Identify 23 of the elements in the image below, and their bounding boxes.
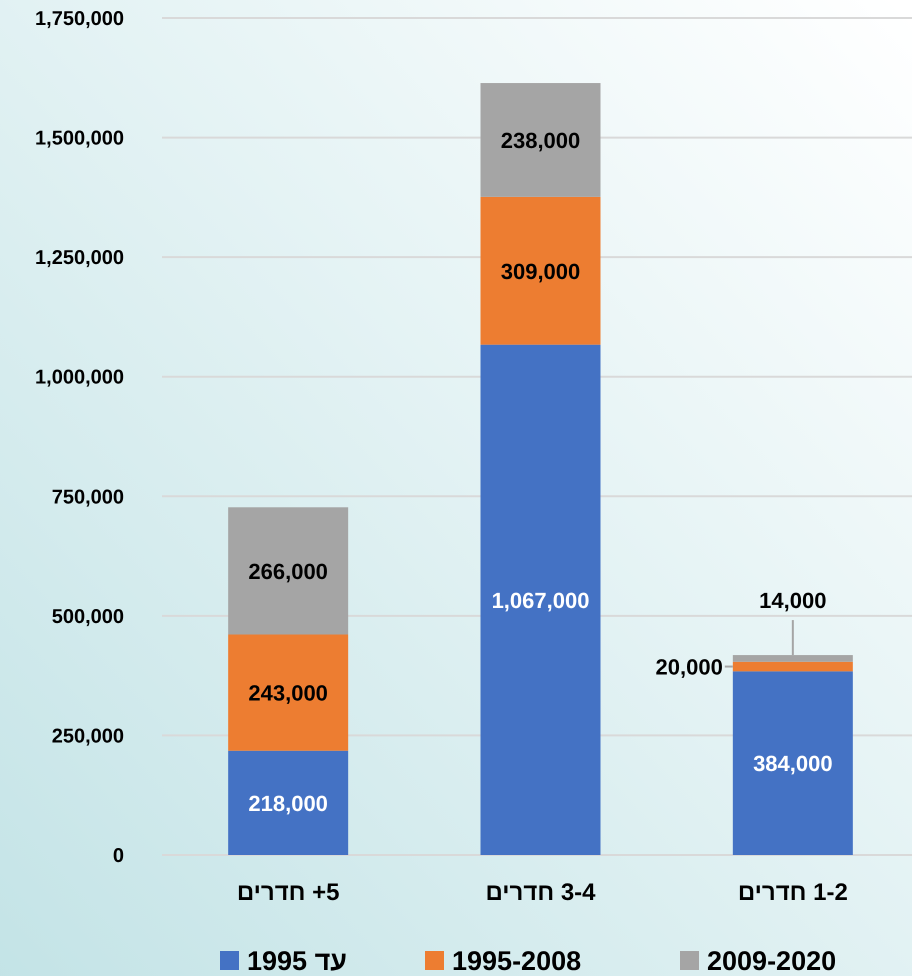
data-label: 238,000 — [500, 128, 580, 153]
y-tick-label: 250,000 — [52, 725, 124, 748]
legend-label: 1995-2008 — [452, 946, 582, 976]
y-tick-label: 1,250,000 — [35, 247, 124, 270]
x-tick-label: 1-2 חדרים — [738, 879, 848, 906]
data-label: 266,000 — [248, 558, 328, 584]
legend-label: עד 1995 — [247, 946, 347, 976]
data-label: 309,000 — [500, 258, 580, 284]
y-tick-label: 0 — [112, 845, 124, 867]
legend-label: 2009-2020 — [707, 946, 836, 976]
data-label: 14,000 — [759, 588, 826, 614]
data-label: 218,000 — [248, 790, 328, 816]
y-tick-label: 1,000,000 — [35, 366, 124, 389]
y-tick-label: 750,000 — [52, 486, 124, 508]
y-tick-label: 500,000 — [52, 606, 124, 628]
y-tick-label: 1,500,000 — [35, 128, 124, 150]
data-label: 1,067,000 — [492, 588, 590, 613]
data-label: 20,000 — [656, 654, 723, 680]
data-label: 243,000 — [248, 680, 328, 706]
data-label: 384,000 — [753, 751, 833, 776]
y-tick-label: 1,750,000 — [35, 8, 124, 30]
x-tick-label: 5+ חדרים — [236, 879, 340, 906]
x-tick-label: 3-4 חדרים — [485, 879, 596, 906]
